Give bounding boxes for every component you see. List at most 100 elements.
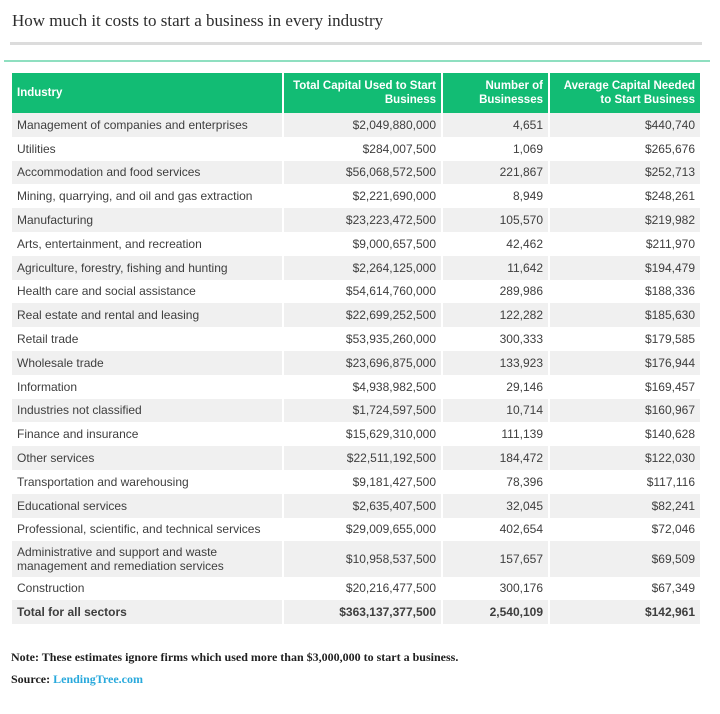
avg-capital-cell: $142,961: [548, 600, 700, 625]
table-row: Transportation and warehousing $9,181,427…: [12, 469, 700, 494]
table-row: Manufacturing $23,223,472,500 105,570 $219,…: [12, 208, 700, 232]
industry-cell: Transportation and warehousing: [17, 474, 189, 489]
table-row: Real estate and rental and leasing $22,69…: [12, 303, 700, 328]
table-row: Construction $20,216,477,500 300,176 $67,34…: [12, 576, 700, 601]
avg-capital-cell: $179,585: [548, 327, 700, 351]
total-capital-cell: $23,696,875,000: [282, 350, 441, 375]
table-row: Mining, quarrying, and oil and gas extra…: [12, 184, 700, 209]
source-line: Source: LendingTree.com: [11, 672, 143, 687]
avg-capital-cell: $140,628: [548, 422, 700, 447]
total-capital-cell: $2,264,125,000: [282, 255, 441, 280]
business-count-cell: 105,570: [441, 208, 548, 232]
industry-cell: Utilities: [17, 141, 56, 156]
column-header-number-of-businesses: Number of Businesses: [441, 73, 548, 113]
business-count-cell: 402,654: [441, 517, 548, 542]
industry-cell: Manufacturing: [12, 208, 282, 232]
table-row: Educational services $2,635,407,500 32,045…: [12, 493, 700, 518]
total-capital-cell: $53,935,260,000: [282, 327, 441, 351]
source-label: Source:: [11, 672, 54, 686]
avg-capital-cell: $176,944: [548, 350, 700, 375]
total-capital-cell: $4,938,982,500: [282, 374, 441, 399]
total-capital-cell: $2,221,690,000: [282, 184, 441, 209]
industry-cell: Health care and social assistance: [17, 284, 196, 299]
business-count-cell: 122,282: [441, 303, 548, 328]
table-row: Agriculture, forestry, fishing and hunti…: [12, 255, 700, 280]
industry-cell: Real estate and rental and leasing: [12, 303, 282, 328]
page-title: How much it costs to start a business in…: [12, 11, 384, 30]
column-header-average-capital: Average Capital Needed to Start Business: [548, 73, 700, 113]
business-count-cell: 111,139: [441, 422, 548, 447]
avg-capital-cell: $72,046: [548, 517, 700, 542]
avg-capital-cell: $440,740: [548, 113, 700, 137]
total-capital-cell: $9,181,427,500: [282, 469, 441, 494]
data-table: Industry Total Capital Used to Start Bus…: [12, 73, 700, 625]
business-count-cell: 29,146: [441, 374, 548, 399]
table-row: Wholesale trade $23,696,875,000 133,923 $17…: [12, 350, 700, 375]
table-row: Retail trade $53,935,260,000 300,333 $179,5…: [12, 327, 700, 351]
total-capital-cell: $56,068,572,500: [282, 160, 441, 185]
table-row: Information $4,938,982,500 29,146 $169,457: [12, 374, 700, 399]
total-capital-cell: $22,699,252,500: [282, 303, 441, 328]
industry-cost-table: Industry Total Capital Used to Start Bus…: [12, 73, 700, 625]
avg-capital-cell: $117,116: [548, 469, 700, 494]
avg-capital-cell: $82,241: [548, 493, 700, 518]
business-count-cell: 1,069: [441, 136, 548, 161]
total-capital-cell: $23,223,472,500: [282, 208, 441, 232]
avg-capital-cell: $122,030: [548, 446, 700, 470]
table-row: Management of companies and enterprises $…: [12, 113, 700, 137]
table-row: Industries not classified $1,724,597,500 1…: [12, 398, 700, 423]
industry-cell: Management of companies and enterprises: [12, 113, 282, 137]
industry-cell: Arts, entertainment, and recreation: [17, 236, 202, 251]
total-capital-cell: $20,216,477,500: [282, 576, 441, 601]
avg-capital-cell: $67,349: [548, 576, 700, 601]
total-capital-cell: $54,614,760,000: [282, 279, 441, 304]
total-capital-cell: $15,629,310,000: [282, 422, 441, 447]
source-link[interactable]: LendingTree.com: [53, 672, 143, 686]
avg-capital-cell: $219,982: [548, 208, 700, 232]
avg-capital-cell: $265,676: [548, 136, 700, 161]
industry-cell: Information: [17, 379, 78, 394]
business-count-cell: 289,986: [441, 279, 548, 304]
industry-cell: Educational services: [12, 493, 282, 518]
industry-cell: Agriculture, forestry, fishing and hunti…: [12, 255, 282, 280]
industry-cell: Wholesale trade: [12, 350, 282, 375]
business-count-cell: 133,923: [441, 350, 548, 375]
accent-rule: [4, 60, 710, 62]
business-count-cell: 78,396: [441, 469, 548, 494]
industry-cell: Other services: [12, 446, 282, 470]
business-count-cell: 300,333: [441, 327, 548, 351]
industry-cell: Administrative and support and waste man…: [12, 541, 282, 577]
total-capital-cell: $2,049,880,000: [282, 113, 441, 137]
table-row: Arts, entertainment, and recreation $9,00…: [12, 231, 700, 256]
industry-cell: Accommodation and food services: [12, 160, 282, 185]
table-row: Utilities $284,007,500 1,069 $265,676: [12, 136, 700, 161]
table-row: Professional, scientific, and technical …: [12, 517, 700, 542]
table-row: Accommodation and food services $56,068,5…: [12, 160, 700, 185]
business-count-cell: 157,657: [441, 541, 548, 577]
business-count-cell: 11,642: [441, 255, 548, 280]
avg-capital-cell: $69,509: [548, 541, 700, 577]
avg-capital-cell: $194,479: [548, 255, 700, 280]
industry-cell: Industries not classified: [12, 398, 282, 423]
industry-cell: Professional, scientific, and technical …: [17, 522, 261, 537]
total-capital-cell: $10,958,537,500: [282, 541, 441, 577]
business-count-cell: 32,045: [441, 493, 548, 518]
business-count-cell: 221,867: [441, 160, 548, 185]
column-header-industry: Industry: [12, 73, 282, 113]
industry-cell: Finance and insurance: [17, 427, 139, 442]
total-capital-cell: $29,009,655,000: [282, 517, 441, 542]
business-count-cell: 300,176: [441, 576, 548, 601]
business-count-cell: 4,651: [441, 113, 548, 137]
avg-capital-cell: $169,457: [548, 374, 700, 399]
column-header-total-capital: Total Capital Used to Start Business: [282, 73, 441, 113]
industry-cell: Retail trade: [17, 332, 79, 347]
business-count-cell: 2,540,109: [441, 600, 548, 625]
table-row: Finance and insurance $15,629,310,000 111,…: [12, 422, 700, 447]
total-capital-cell: $1,724,597,500: [282, 398, 441, 423]
avg-capital-cell: $185,630: [548, 303, 700, 328]
table-row: Administrative and support and waste man…: [12, 541, 700, 577]
avg-capital-cell: $252,713: [548, 160, 700, 185]
total-capital-cell: $22,511,192,500: [282, 446, 441, 470]
industry-cell: Total for all sectors: [12, 600, 282, 625]
total-capital-cell: $9,000,657,500: [282, 231, 441, 256]
